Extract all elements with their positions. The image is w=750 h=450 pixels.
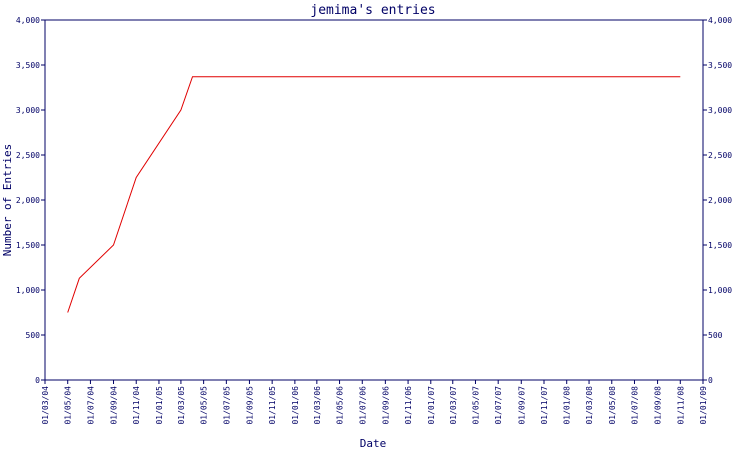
x-tick-label: 01/07/08 <box>630 386 639 425</box>
x-tick-label: 01/07/05 <box>222 386 231 425</box>
y-tick-label-right: 2,500 <box>708 151 732 160</box>
x-tick-label: 01/11/07 <box>540 386 549 425</box>
y-axis-right: 0 500 1,000 1,500 2,000 2,500 3,000 3,500 4,000 <box>703 16 732 385</box>
x-tick-label: 01/01/08 <box>563 386 572 425</box>
y-tick-label-left: 4,000 <box>16 16 40 25</box>
x-axis: 01/03/04 01/05/04 01/07/04 01/09/04 01/11/04… <box>41 380 708 425</box>
series-group <box>67 76 681 313</box>
x-tick-label: 01/09/04 <box>110 386 119 425</box>
x-tick-label: 01/03/07 <box>449 386 458 425</box>
x-tick-label: 01/07/06 <box>358 386 367 425</box>
y-tick-label-left: 3,500 <box>16 61 40 70</box>
y-axis-label: Number of Entries <box>1 144 14 257</box>
x-axis-label: Date <box>360 437 387 450</box>
y-tick-label-left: 500 <box>26 331 41 340</box>
y-tick-label-left: 2,000 <box>16 196 40 205</box>
x-tick-label: 01/11/05 <box>268 386 277 425</box>
y-tick-label-left: 1,500 <box>16 241 40 250</box>
y-tick-label-right: 1,000 <box>708 286 732 295</box>
y-tick-label-right: 500 <box>708 331 723 340</box>
y-tick-label-left: 0 <box>35 376 40 385</box>
x-tick-label: 01/05/05 <box>200 386 209 425</box>
x-tick-label: 01/09/06 <box>381 386 390 425</box>
y-axis-left: 0 500 1,000 1,500 2,000 2,500 3,000 3,500 4,000 <box>16 16 45 385</box>
y-tick-label-right: 3,000 <box>708 106 732 115</box>
x-tick-label: 01/03/06 <box>313 386 322 425</box>
x-tick-label: 01/03/08 <box>585 386 594 425</box>
y-tick-label-right: 3,500 <box>708 61 732 70</box>
y-tick-label-right: 0 <box>708 376 713 385</box>
x-tick-label: 01/03/05 <box>177 386 186 425</box>
y-tick-label-left: 2,500 <box>16 151 40 160</box>
x-tick-label: 01/09/07 <box>517 386 526 425</box>
x-tick-label: 01/05/08 <box>608 386 617 425</box>
x-tick-label: 01/01/09 <box>699 386 708 425</box>
y-tick-label-right: 2,000 <box>708 196 732 205</box>
x-tick-label: 01/05/07 <box>471 386 480 425</box>
x-tick-label: 01/05/04 <box>64 386 73 425</box>
x-tick-label: 01/09/05 <box>245 386 254 425</box>
x-tick-label: 01/05/06 <box>336 386 345 425</box>
x-tick-label: 01/01/05 <box>155 386 164 425</box>
y-tick-label-left: 1,000 <box>16 286 40 295</box>
x-tick-label: 01/11/06 <box>404 386 413 425</box>
x-tick-label: 01/01/07 <box>427 386 436 425</box>
x-tick-label: 01/03/04 <box>41 386 50 425</box>
y-tick-label-left: 3,000 <box>16 106 40 115</box>
x-tick-label: 01/09/08 <box>654 386 663 425</box>
x-tick-label: 01/01/06 <box>291 386 300 425</box>
chart-title: jemima's entries <box>310 3 435 18</box>
y-tick-label-right: 4,000 <box>708 16 732 25</box>
series-line <box>67 76 681 313</box>
x-tick-label: 01/11/04 <box>132 386 141 425</box>
plot-frame <box>44 19 704 381</box>
y-tick-label-right: 1,500 <box>708 241 732 250</box>
x-tick-label: 01/07/07 <box>494 386 503 425</box>
x-tick-label: 01/07/04 <box>86 386 95 425</box>
x-tick-label: 01/11/08 <box>676 386 685 425</box>
